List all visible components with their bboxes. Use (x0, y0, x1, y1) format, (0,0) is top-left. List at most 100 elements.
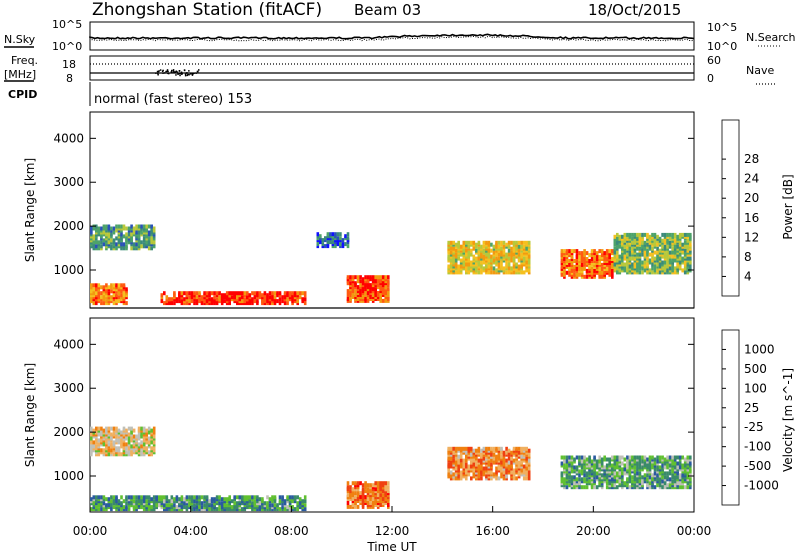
heatmap-cell (452, 458, 455, 463)
heatmap-cell (147, 426, 151, 431)
heatmap-cell (683, 485, 687, 490)
heatmap-cell (95, 283, 98, 288)
heatmap-cell (490, 248, 493, 253)
freq-scatter-point (191, 73, 193, 75)
heatmap-cell (321, 242, 325, 247)
heatmap-cell (563, 459, 566, 464)
heatmap-cell (643, 240, 647, 245)
heatmap-cell (120, 283, 123, 288)
heatmap-cell (120, 293, 123, 298)
heatmap-cell (452, 258, 455, 263)
heatmap-cell (510, 470, 513, 475)
heatmap-cell (107, 497, 111, 502)
heatmap-cell (603, 270, 606, 275)
heatmap-cell (102, 301, 106, 306)
heatmap-cell (651, 262, 654, 267)
heatmap-cell (100, 301, 103, 306)
heatmap-cell (658, 455, 662, 460)
heatmap-cell (583, 469, 586, 474)
heatmap-cell (668, 455, 672, 460)
heatmap-cell (115, 283, 118, 288)
heatmap-cell (510, 450, 513, 455)
heatmap-cell (600, 253, 604, 258)
heatmap-cell (565, 270, 569, 275)
heatmap-cell (198, 495, 201, 500)
heatmap-cell (651, 246, 654, 251)
freq-scatter-point (157, 72, 159, 75)
heatmap-cell (485, 446, 488, 451)
heatmap-cell (110, 426, 113, 431)
heatmap-cell (465, 248, 468, 253)
freq-scatter-point (198, 69, 200, 71)
heatmap-cell (263, 501, 267, 506)
heatmap-cell (500, 474, 503, 479)
heatmap-cell (449, 470, 453, 475)
heatmap-cell (346, 485, 350, 490)
heatmap-cell (268, 291, 272, 296)
heatmap-cell (356, 481, 360, 486)
heatmap-cell (135, 434, 138, 439)
heatmap-cell (193, 495, 196, 500)
heatmap-cell (387, 485, 390, 490)
heatmap-cell (127, 495, 131, 500)
heatmap-cell (500, 454, 503, 459)
heatmap-cell (585, 485, 589, 490)
freq-scatter-point (187, 73, 189, 76)
heatmap-cell (258, 501, 262, 506)
heatmap-cell (107, 240, 111, 245)
heatmap-cell (190, 291, 194, 296)
heatmap-cell (90, 283, 93, 288)
heatmap-cell (673, 266, 677, 271)
heatmap-cell (616, 455, 619, 460)
noise-sky-trace (89, 33, 695, 40)
heatmap-cell (621, 483, 624, 488)
heatmap-cell (487, 264, 491, 269)
heatmap-cell (497, 256, 501, 261)
heatmap-cell (233, 495, 236, 500)
heatmap-cell (457, 464, 460, 469)
heatmap-cell (356, 285, 360, 290)
heatmap-cell (208, 499, 211, 504)
heatmap-cell (288, 291, 292, 296)
heatmap-cell (522, 464, 526, 469)
heatmap-cell (585, 477, 589, 482)
heatmap-cell (326, 240, 330, 245)
heatmap-cell (140, 450, 143, 455)
heatmap-cell (618, 455, 622, 460)
heatmap-cell (140, 224, 143, 229)
heatmap-cell (213, 291, 216, 296)
heatmap-cell (233, 501, 236, 506)
heatmap-cell (633, 455, 637, 460)
freq-scatter-point (166, 69, 169, 71)
heatmap-cell (147, 246, 151, 251)
heatmap-cell (648, 475, 652, 480)
heatmap-cell (293, 291, 297, 296)
freq-scatter-point (165, 70, 167, 73)
heatmap-cell (676, 461, 679, 466)
heatmap-cell (585, 257, 589, 261)
freq-scatter-point (178, 70, 181, 72)
heatmap-cell (626, 242, 629, 247)
heatmap-cell (125, 287, 128, 292)
heatmap-cell (459, 244, 463, 249)
heatmap-cell (97, 426, 101, 431)
heatmap-cell (381, 489, 385, 494)
heatmap-cell (678, 485, 682, 490)
freq-scatter-point (191, 74, 194, 76)
heatmap-cell (117, 499, 121, 504)
heatmap-cell (658, 477, 662, 482)
heatmap-cell (462, 446, 466, 451)
heatmap-cell (120, 495, 123, 500)
heatmap-cell (188, 495, 191, 500)
heatmap-cell (371, 483, 375, 488)
heatmap-cell (457, 268, 460, 273)
heatmap-cell (495, 470, 498, 475)
heatmap-cell (522, 244, 526, 249)
heatmap-cell (663, 244, 667, 249)
heatmap-cell (142, 446, 146, 451)
heatmap-cell (147, 450, 151, 455)
heatmap-cell (611, 249, 614, 254)
colorbar-tick-label: -1000 (744, 479, 779, 493)
heatmap-cell (102, 224, 106, 229)
heatmap-cell (366, 501, 370, 505)
